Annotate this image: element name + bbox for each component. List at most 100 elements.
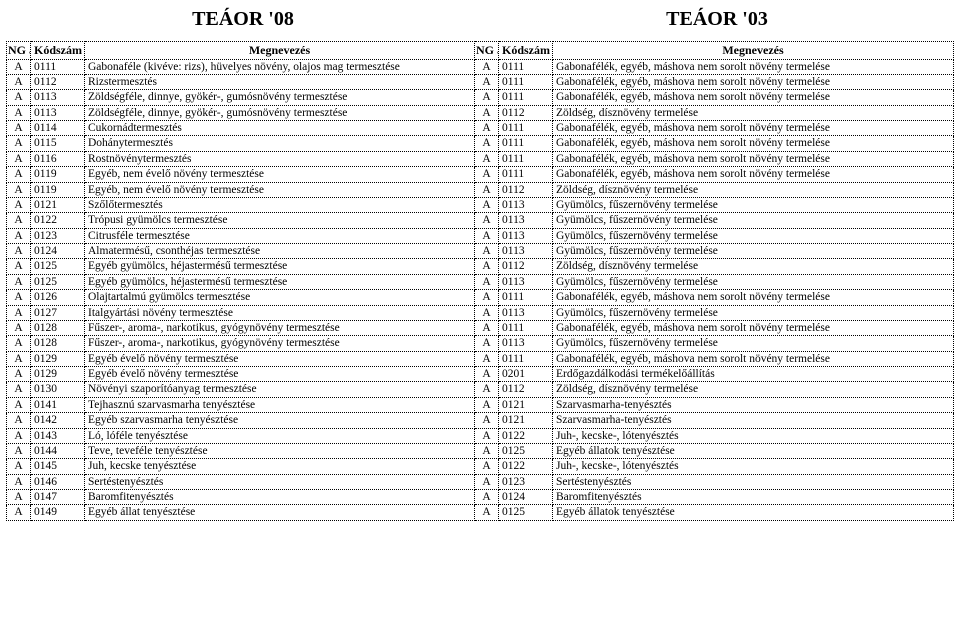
cell-kod-03: 0111 bbox=[499, 351, 553, 366]
cell-ng-03: A bbox=[475, 74, 499, 89]
cell-meg-03: Szarvasmarha-tenyésztés bbox=[553, 413, 954, 428]
cell-ng-08: A bbox=[7, 151, 31, 166]
cell-kod-08: 0113 bbox=[31, 105, 85, 120]
cell-ng-03: A bbox=[475, 182, 499, 197]
cell-meg-08: Teve, teveféle tenyésztése bbox=[85, 443, 475, 458]
cell-meg-03: Zöldség, dísznövény termelése bbox=[553, 182, 954, 197]
cell-kod-08: 0144 bbox=[31, 443, 85, 458]
table-row: A0112RizstermesztésA0111Gabonafélék, egy… bbox=[7, 74, 954, 89]
cell-meg-03: Gyümölcs, fűszernövény termelése bbox=[553, 197, 954, 212]
cell-ng-08: A bbox=[7, 351, 31, 366]
table-row: A0114CukornádtermesztésA0111Gabonafélék,… bbox=[7, 121, 954, 136]
cell-ng-08: A bbox=[7, 167, 31, 182]
cell-ng-08: A bbox=[7, 397, 31, 412]
cell-ng-03: A bbox=[475, 213, 499, 228]
cell-kod-08: 0119 bbox=[31, 182, 85, 197]
cell-kod-03: 0121 bbox=[499, 397, 553, 412]
table-row: A0125Egyéb gyümölcs, héjastermésű termes… bbox=[7, 274, 954, 289]
cell-meg-08: Baromfitenyésztés bbox=[85, 490, 475, 505]
cell-meg-08: Italgyártási növény termesztése bbox=[85, 305, 475, 320]
cell-meg-08: Olajtartalmú gyümölcs termesztése bbox=[85, 290, 475, 305]
cell-meg-03: Zöldség, dísznövény termelése bbox=[553, 105, 954, 120]
table-row: A 0119Egyéb, nem évelő növény termesztése… bbox=[7, 182, 954, 197]
cell-ng-03: A bbox=[475, 413, 499, 428]
cell-kod-03: 0124 bbox=[499, 490, 553, 505]
cell-kod-03: 0111 bbox=[499, 167, 553, 182]
cell-kod-03: 0111 bbox=[499, 320, 553, 335]
cell-meg-03: Egyéb állatok tenyésztése bbox=[553, 443, 954, 458]
cell-meg-08: Zöldségféle, dinnye, gyökér-, gumósnövén… bbox=[85, 90, 475, 105]
cell-ng-03: A bbox=[475, 167, 499, 182]
cell-meg-08: Rizstermesztés bbox=[85, 74, 475, 89]
cell-kod-08: 0116 bbox=[31, 151, 85, 166]
cell-meg-08: Rostnövénytermesztés bbox=[85, 151, 475, 166]
cell-meg-03: Szarvasmarha-tenyésztés bbox=[553, 397, 954, 412]
cell-meg-08: Egyéb gyümölcs, héjastermésű termesztése bbox=[85, 274, 475, 289]
cell-ng-03: A bbox=[475, 428, 499, 443]
cell-ng-08: A bbox=[7, 505, 31, 520]
cell-ng-03: A bbox=[475, 121, 499, 136]
cell-ng-03: A bbox=[475, 367, 499, 382]
cell-meg-08: Egyéb, nem évelő növény termesztése bbox=[85, 182, 475, 197]
cell-ng-08: A bbox=[7, 213, 31, 228]
cell-kod-08: 0145 bbox=[31, 459, 85, 474]
cell-kod-08: 0128 bbox=[31, 336, 85, 351]
header-row: NG ág Kódszám Megnevezés NG ág Kódszám M… bbox=[7, 42, 954, 60]
cell-meg-08: Fűszer-, aroma-, narkotikus, gyógynövény… bbox=[85, 320, 475, 335]
cell-ng-08: A bbox=[7, 367, 31, 382]
title-right: TEÁOR '03 bbox=[480, 4, 954, 39]
cell-kod-08: 0142 bbox=[31, 413, 85, 428]
cell-ng-08: A bbox=[7, 274, 31, 289]
cell-kod-08: 0129 bbox=[31, 351, 85, 366]
correspondence-table: NG ág Kódszám Megnevezés NG ág Kódszám M… bbox=[6, 41, 954, 521]
cell-ng-08: A bbox=[7, 474, 31, 489]
cell-kod-08: 0126 bbox=[31, 290, 85, 305]
cell-meg-03: Zöldség, dísznövény termelése bbox=[553, 259, 954, 274]
cell-meg-03: Zöldség, dísznövény termelése bbox=[553, 382, 954, 397]
header-meg-08: Megnevezés bbox=[85, 42, 475, 60]
table-row: A0127Italgyártási növény termesztéseA011… bbox=[7, 305, 954, 320]
cell-kod-03: 0112 bbox=[499, 105, 553, 120]
cell-meg-03: Gabonafélék, egyéb, máshova nem sorolt n… bbox=[553, 121, 954, 136]
cell-meg-03: Juh-, kecske-, lótenyésztés bbox=[553, 428, 954, 443]
cell-meg-08: Zöldségféle, dinnye, gyökér-, gumósnövén… bbox=[85, 105, 475, 120]
cell-kod-08: 0125 bbox=[31, 259, 85, 274]
table-row: A0149Egyéb állat tenyésztéseA0125Egyéb á… bbox=[7, 505, 954, 520]
cell-kod-08: 0128 bbox=[31, 320, 85, 335]
table-row: A0130Növényi szaporítóanyag termesztéseA… bbox=[7, 382, 954, 397]
cell-meg-08: Almatermésű, csonthéjas termesztése bbox=[85, 244, 475, 259]
cell-meg-08: Juh, kecske tenyésztése bbox=[85, 459, 475, 474]
cell-kod-08: 0124 bbox=[31, 244, 85, 259]
cell-meg-03: Gabonafélék, egyéb, máshova nem sorolt n… bbox=[553, 136, 954, 151]
cell-ng-03: A bbox=[475, 336, 499, 351]
cell-ng-08: A bbox=[7, 74, 31, 89]
cell-kod-08: 0112 bbox=[31, 74, 85, 89]
table-row: A0144Teve, teveféle tenyésztéseA0125Egyé… bbox=[7, 443, 954, 458]
cell-kod-03: 0112 bbox=[499, 259, 553, 274]
cell-kod-08: 0129 bbox=[31, 367, 85, 382]
cell-kod-03: 0111 bbox=[499, 90, 553, 105]
table-row: A0113Zöldségféle, dinnye, gyökér-, gumós… bbox=[7, 90, 954, 105]
cell-kod-03: 0201 bbox=[499, 367, 553, 382]
cell-kod-08: 0143 bbox=[31, 428, 85, 443]
table-row: A0122Trópusi gyümölcs termesztéseA0113Gy… bbox=[7, 213, 954, 228]
cell-ng-03: A bbox=[475, 320, 499, 335]
cell-kod-08: 0130 bbox=[31, 382, 85, 397]
cell-meg-03: Baromfitenyésztés bbox=[553, 490, 954, 505]
cell-meg-03: Gabonafélék, egyéb, máshova nem sorolt n… bbox=[553, 90, 954, 105]
cell-ng-08: A bbox=[7, 413, 31, 428]
cell-meg-03: Gabonafélék, egyéb, máshova nem sorolt n… bbox=[553, 59, 954, 74]
cell-ng-03: A bbox=[475, 443, 499, 458]
cell-ng-03: A bbox=[475, 197, 499, 212]
cell-meg-08: Egyéb, nem évelő növény termesztése bbox=[85, 167, 475, 182]
cell-meg-03: Gyümölcs, fűszernövény termelése bbox=[553, 305, 954, 320]
cell-kod-08: 0127 bbox=[31, 305, 85, 320]
cell-meg-08: Cukornádtermesztés bbox=[85, 121, 475, 136]
cell-ng-08: A bbox=[7, 105, 31, 120]
header-ng-03: NG ág bbox=[475, 42, 499, 60]
cell-kod-03: 0111 bbox=[499, 136, 553, 151]
cell-meg-03: Gabonafélék, egyéb, máshova nem sorolt n… bbox=[553, 290, 954, 305]
cell-kod-08: 0122 bbox=[31, 213, 85, 228]
cell-meg-03: Gyümölcs, fűszernövény termelése bbox=[553, 228, 954, 243]
cell-kod-03: 0112 bbox=[499, 182, 553, 197]
